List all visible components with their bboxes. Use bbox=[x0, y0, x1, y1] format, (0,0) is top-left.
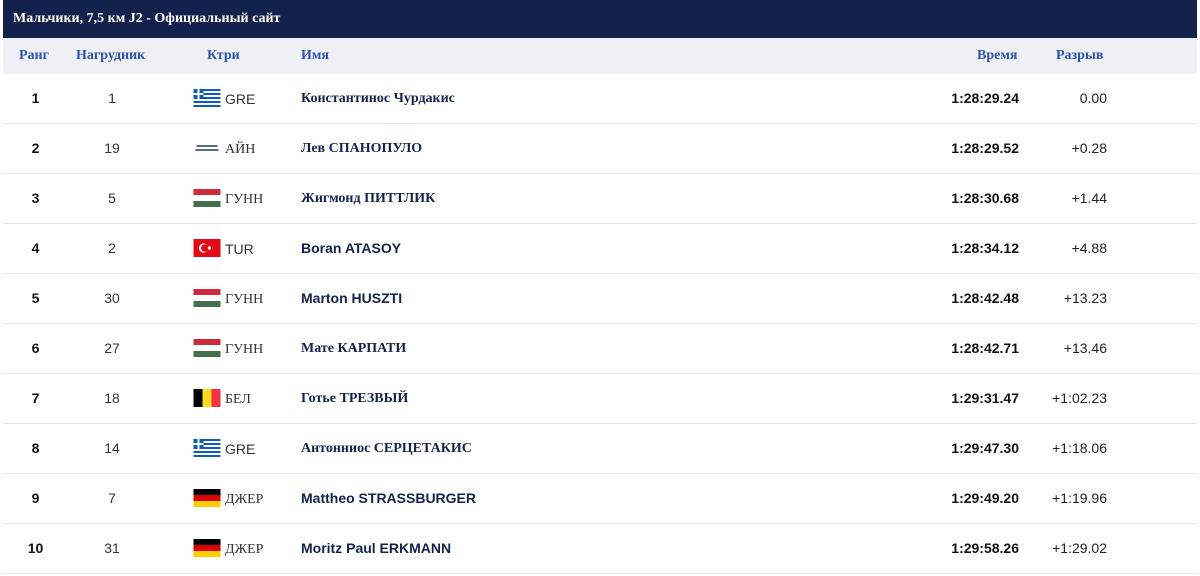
country-cell: ДЖЕР bbox=[191, 524, 291, 573]
time-cell: 1:29:31.47 bbox=[951, 390, 1019, 406]
country-cell: ГУНН bbox=[191, 274, 291, 323]
bib-cell: 18 bbox=[104, 390, 120, 406]
country-cell: ГУНН bbox=[191, 324, 291, 373]
bib-cell: 1 bbox=[108, 90, 116, 106]
hungary-flag bbox=[191, 339, 223, 358]
rank-cell: 5 bbox=[31, 290, 40, 306]
country-code: БЕЛ bbox=[225, 391, 251, 407]
athlete-name[interactable]: Константинос Чурдакис bbox=[301, 91, 455, 106]
country-code: ГУНН bbox=[225, 291, 264, 307]
gap-cell: +1:29.02 bbox=[1052, 540, 1107, 556]
gap-column-header[interactable]: Разрыв bbox=[1056, 48, 1104, 63]
athlete-name[interactable]: Готье ТРЕЗВЫЙ bbox=[301, 391, 409, 406]
time-cell: 1:28:30.68 bbox=[951, 190, 1019, 206]
table-row[interactable]: 4 2 TUR Boran ATASOY 1:28:34.12 +4.88 bbox=[3, 224, 1197, 274]
results-table: 1 1 GRE Константинос Чурдакис 1:28:29.24… bbox=[3, 74, 1197, 574]
country-code: ГУНН bbox=[225, 191, 264, 207]
gap-cell: +1.44 bbox=[1071, 190, 1107, 206]
greece-flag bbox=[191, 89, 223, 108]
table-row[interactable]: 8 14 GRE Антонниос СЕРЦЕТАКИС 1:29:47.30… bbox=[3, 424, 1197, 474]
bib-cell: 31 bbox=[104, 540, 120, 556]
bib-cell: 14 bbox=[104, 440, 120, 456]
rank-cell: 4 bbox=[31, 240, 40, 256]
gap-cell: +0.28 bbox=[1071, 140, 1107, 156]
country-cell: БЕЛ bbox=[191, 374, 291, 423]
country-code: TUR bbox=[225, 240, 254, 257]
greece-flag bbox=[191, 439, 223, 458]
rank-cell: 6 bbox=[31, 340, 40, 356]
table-header: Ранг Нагрудник Ктри Имя Время Разрыв bbox=[3, 38, 1197, 74]
time-cell: 1:28:42.71 bbox=[951, 340, 1019, 356]
athlete-name[interactable]: Антонниос СЕРЦЕТАКИС bbox=[301, 441, 472, 456]
rank-cell: 7 bbox=[31, 390, 40, 406]
time-cell: 1:29:49.20 bbox=[951, 490, 1019, 506]
table-row[interactable]: 10 31 ДЖЕР Moritz Paul ERKMANN 1:29:58.2… bbox=[3, 524, 1197, 574]
time-cell: 1:29:58.26 bbox=[951, 540, 1019, 556]
belgium-flag bbox=[191, 389, 223, 408]
country-cell: GRE bbox=[191, 424, 291, 473]
germany-flag bbox=[191, 489, 223, 508]
time-cell: 1:28:34.12 bbox=[951, 240, 1019, 256]
rank-cell: 10 bbox=[27, 540, 44, 556]
table-row[interactable]: 5 30 ГУНН Marton HUSZTI 1:28:42.48 +13.2… bbox=[3, 274, 1197, 324]
gap-cell: 0.00 bbox=[1079, 90, 1107, 106]
table-row[interactable]: 6 27 ГУНН Мате КАРПАТИ 1:28:42.71 +13.46 bbox=[3, 324, 1197, 374]
rank-cell: 3 bbox=[31, 190, 40, 206]
country-code: GRE bbox=[225, 90, 256, 107]
rank-cell: 1 bbox=[31, 90, 40, 106]
athlete-name[interactable]: Лев СПАНОПУЛО bbox=[301, 141, 423, 156]
country-column-header[interactable]: Ктри bbox=[207, 48, 240, 63]
bib-cell: 27 bbox=[104, 340, 120, 356]
athlete-name[interactable]: Жигмонд ПИТТЛИК bbox=[301, 191, 436, 206]
bib-cell: 2 bbox=[108, 240, 116, 256]
country-code: ДЖЕР bbox=[225, 491, 264, 507]
rank-cell: 8 bbox=[31, 440, 40, 456]
table-row[interactable]: 1 1 GRE Константинос Чурдакис 1:28:29.24… bbox=[3, 74, 1197, 124]
bib-cell: 5 bbox=[108, 190, 116, 206]
time-cell: 1:28:42.48 bbox=[951, 290, 1019, 306]
time-cell: 1:28:29.24 bbox=[951, 90, 1019, 106]
hungary-flag bbox=[191, 289, 223, 308]
gap-cell: +1:02.23 bbox=[1052, 390, 1107, 406]
bib-column-header[interactable]: Нагрудник bbox=[76, 48, 146, 63]
athlete-name[interactable]: Mattheo STRASSBURGER bbox=[301, 490, 477, 506]
table-row[interactable]: 3 5 ГУНН Жигмонд ПИТТЛИК 1:28:30.68 +1.4… bbox=[3, 174, 1197, 224]
bib-cell: 30 bbox=[104, 290, 120, 306]
country-code: АЙН bbox=[225, 141, 256, 157]
name-column-header[interactable]: Имя bbox=[301, 48, 329, 63]
time-cell: 1:29:47.30 bbox=[951, 440, 1019, 456]
gap-cell: +13.46 bbox=[1063, 340, 1107, 356]
table-row[interactable]: 7 18 БЕЛ Готье ТРЕЗВЫЙ 1:29:31.47 +1:02.… bbox=[3, 374, 1197, 424]
country-cell: ДЖЕР bbox=[191, 474, 291, 523]
gap-cell: +1:19.96 bbox=[1052, 490, 1107, 506]
gap-cell: +1:18.06 bbox=[1052, 440, 1107, 456]
table-row[interactable]: 9 7 ДЖЕР Mattheo STRASSBURGER 1:29:49.20… bbox=[3, 474, 1197, 524]
table-row[interactable]: 2 19 АЙН Лев СПАНОПУЛО 1:28:29.52 +0.28 bbox=[3, 124, 1197, 174]
country-code: ГУНН bbox=[225, 341, 264, 357]
rank-cell: 9 bbox=[31, 490, 40, 506]
athlete-name[interactable]: Moritz Paul ERKMANN bbox=[301, 540, 452, 556]
germany-flag bbox=[191, 539, 223, 558]
country-cell: ГУНН bbox=[191, 174, 291, 223]
rank-cell: 2 bbox=[31, 140, 40, 156]
country-cell: TUR bbox=[191, 224, 291, 273]
hungary-flag bbox=[191, 189, 223, 208]
country-code: GRE bbox=[225, 440, 256, 457]
country-cell: GRE bbox=[191, 74, 291, 123]
athlete-name[interactable]: Мате КАРПАТИ bbox=[301, 341, 407, 356]
gap-cell: +4.88 bbox=[1071, 240, 1107, 256]
european-athletes-flag bbox=[191, 139, 223, 158]
country-cell: АЙН bbox=[191, 124, 291, 173]
page-title: Мальчики, 7,5 км J2 - Официальный сайт bbox=[3, 0, 1197, 38]
athlete-name[interactable]: Boran ATASOY bbox=[301, 240, 402, 256]
athlete-name[interactable]: Marton HUSZTI bbox=[301, 290, 403, 306]
bib-cell: 19 bbox=[104, 140, 120, 156]
time-cell: 1:28:29.52 bbox=[951, 140, 1019, 156]
turkey-flag bbox=[191, 239, 223, 258]
time-column-header[interactable]: Время bbox=[977, 48, 1018, 63]
bib-cell: 7 bbox=[108, 490, 116, 506]
rank-column-header[interactable]: Ранг bbox=[19, 48, 49, 63]
gap-cell: +13.23 bbox=[1063, 290, 1107, 306]
country-code: ДЖЕР bbox=[225, 541, 264, 557]
